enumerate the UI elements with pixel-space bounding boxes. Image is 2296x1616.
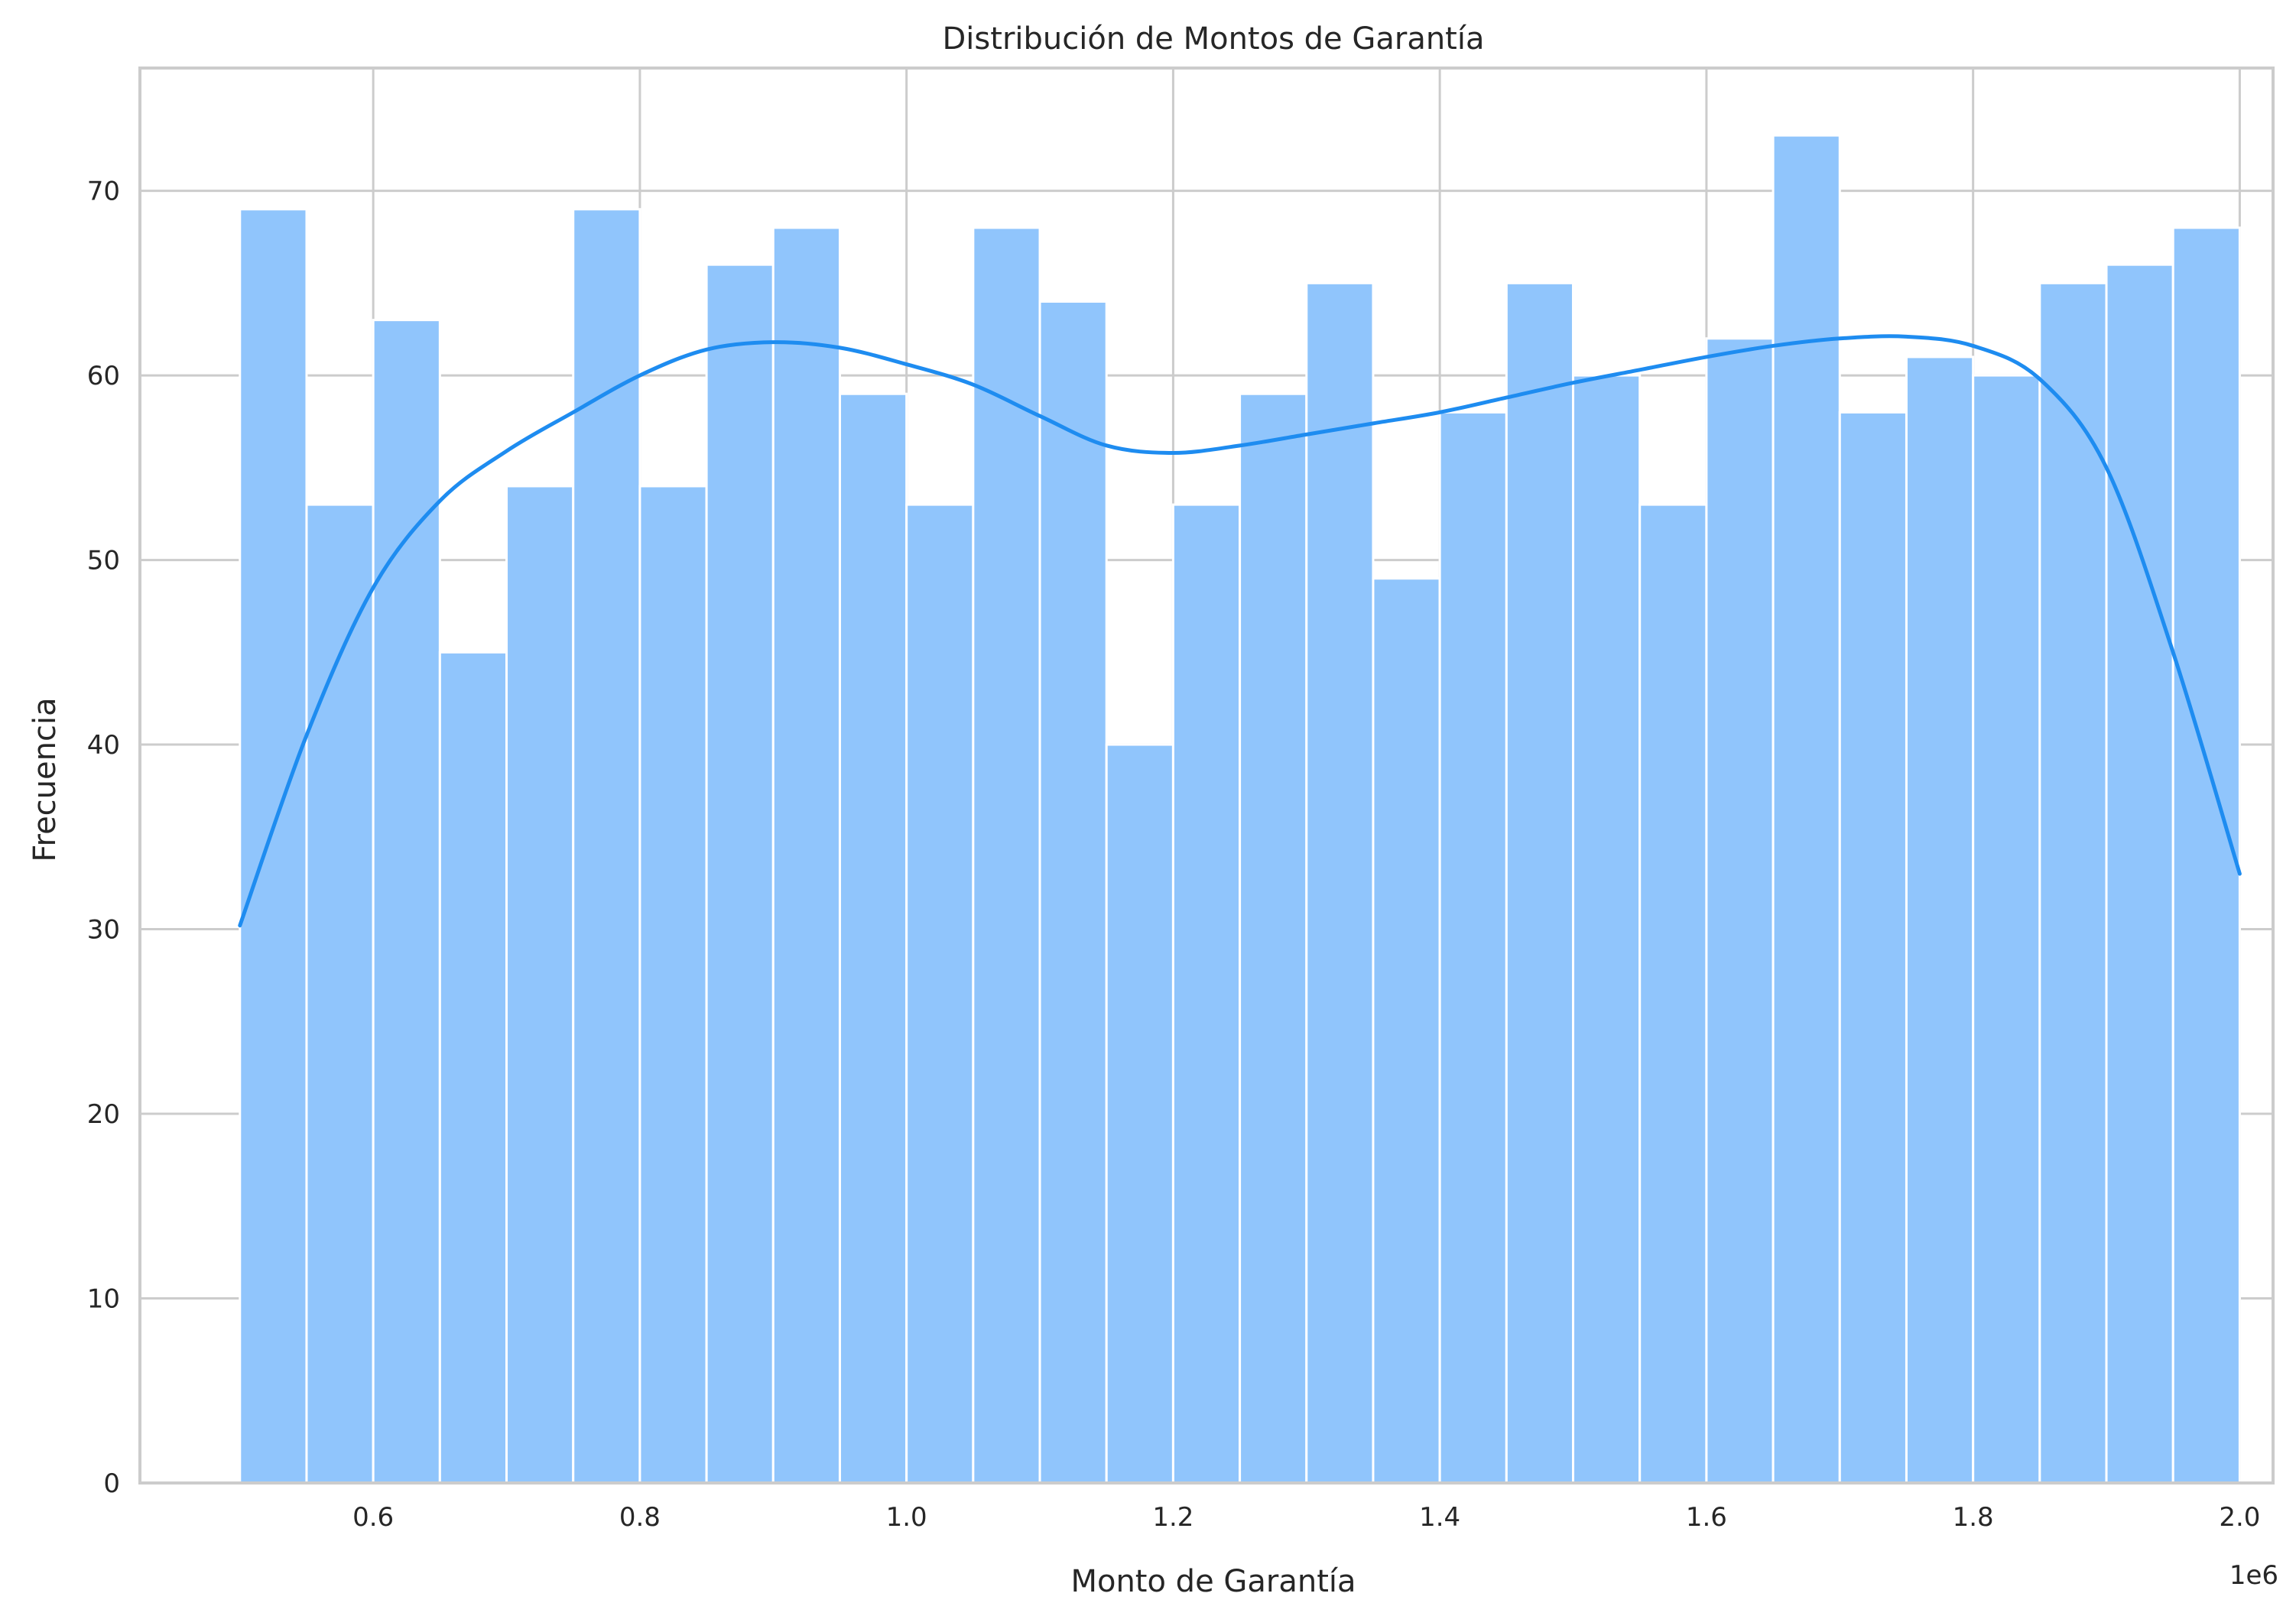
- histogram-bars: [239, 134, 2241, 1485]
- x-axis-offset-text: 1e6: [2229, 1560, 2278, 1591]
- x-tick-label: 1.6: [1686, 1502, 1727, 1533]
- histogram-bar: [1972, 374, 2041, 1485]
- histogram-bar: [438, 651, 508, 1485]
- histogram-bar: [1905, 355, 1975, 1485]
- histogram-bar: [2105, 263, 2174, 1485]
- y-tick-label: 40: [87, 730, 120, 761]
- y-tick-label: 70: [87, 177, 120, 207]
- histogram-bar: [1105, 743, 1174, 1485]
- histogram-bar: [239, 208, 308, 1485]
- chart-title: Distribución de Montos de Garantía: [943, 21, 1485, 57]
- histogram-bar: [1505, 281, 1575, 1485]
- y-tick-label: 60: [87, 361, 120, 391]
- histogram-bar: [638, 485, 708, 1485]
- histogram-bar: [572, 208, 641, 1485]
- x-tick-label: 0.6: [352, 1502, 394, 1533]
- histogram-bar: [1239, 392, 1308, 1485]
- y-tick-label: 0: [103, 1468, 120, 1499]
- histogram-bar: [1838, 410, 1908, 1485]
- x-tick-labels: 0.6 0.8 1.0 1.2 1.4 1.6 1.8 2.0: [352, 1502, 2260, 1533]
- histogram-bar: [1705, 337, 1775, 1485]
- histogram-bar: [1372, 577, 1441, 1485]
- histogram-bar: [1305, 281, 1375, 1485]
- histogram-bar: [505, 485, 575, 1485]
- histogram-bar: [2038, 281, 2108, 1485]
- histogram-bar: [771, 226, 841, 1485]
- x-tick-label: 1.2: [1152, 1502, 1193, 1533]
- x-axis-label: Monto de Garantía: [1070, 1564, 1356, 1599]
- plot-frame: [138, 67, 2275, 1485]
- histogram-bar: [1638, 503, 1708, 1485]
- y-tick-label: 50: [87, 546, 120, 576]
- x-tick-label: 2.0: [2219, 1502, 2260, 1533]
- x-tick-label: 1.0: [886, 1502, 927, 1533]
- histogram-bar: [1438, 410, 1508, 1485]
- histogram-bar: [705, 263, 775, 1485]
- x-tick-label: 1.8: [1953, 1502, 1994, 1533]
- y-tick-labels: 0 10 20 30 40 50 60 70: [87, 177, 120, 1499]
- histogram-bar: [1171, 503, 1242, 1485]
- histogram-bar: [2171, 226, 2241, 1485]
- y-tick-label: 30: [87, 915, 120, 946]
- y-tick-label: 10: [87, 1284, 120, 1315]
- x-tick-label: 0.8: [619, 1502, 661, 1533]
- histogram-bar: [1572, 374, 1642, 1485]
- histogram-bar: [372, 319, 441, 1485]
- y-tick-label: 20: [87, 1099, 120, 1130]
- histogram-bar: [905, 503, 975, 1485]
- histogram-bar: [1038, 300, 1108, 1485]
- histogram-bar: [972, 226, 1041, 1485]
- kde-curve: [238, 334, 2242, 928]
- y-axis-label: Frecuencia: [28, 697, 63, 862]
- x-tick-label: 1.4: [1419, 1502, 1460, 1533]
- histogram-bar: [838, 392, 908, 1485]
